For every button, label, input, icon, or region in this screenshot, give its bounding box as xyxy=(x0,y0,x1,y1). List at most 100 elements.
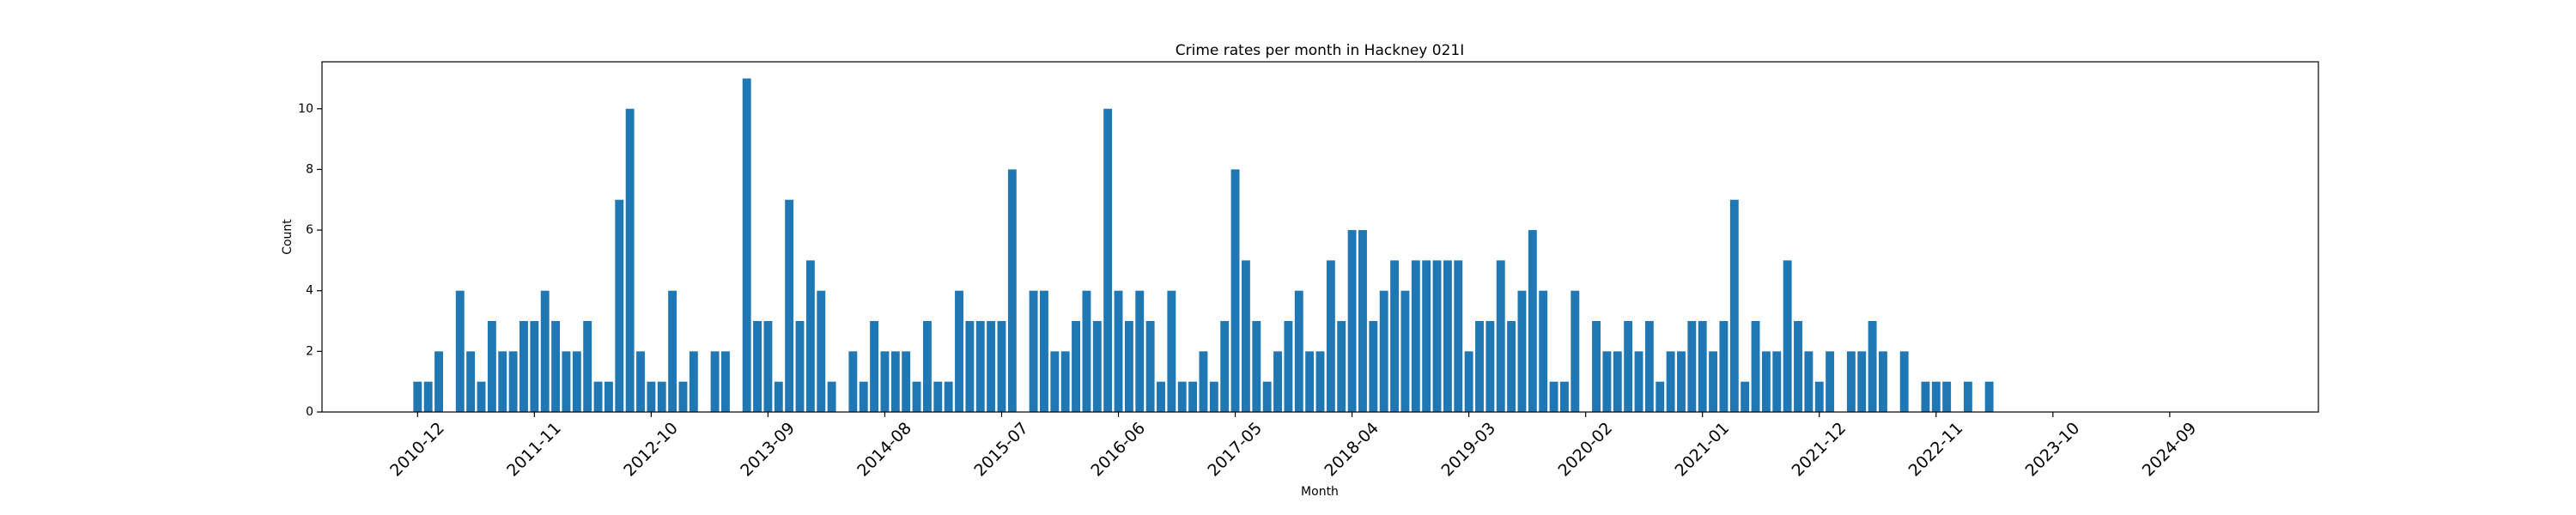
bar xyxy=(1507,321,1516,412)
bar xyxy=(1411,260,1420,412)
bar xyxy=(848,351,858,412)
bar xyxy=(1177,381,1187,412)
bar xyxy=(1549,381,1558,412)
bar xyxy=(1454,260,1463,412)
bar xyxy=(1496,260,1505,412)
bar xyxy=(1942,381,1952,412)
bar xyxy=(721,351,730,412)
bar xyxy=(1124,321,1133,412)
bar xyxy=(1613,351,1622,412)
bar xyxy=(498,351,507,412)
bar xyxy=(1369,321,1378,412)
bar xyxy=(1963,381,1972,412)
y-tick-label: 4 xyxy=(306,284,313,298)
bar xyxy=(1060,351,1070,412)
bar xyxy=(1528,230,1537,412)
x-tick-label: 2016-06 xyxy=(1087,419,1149,481)
bar xyxy=(1379,290,1388,412)
bar xyxy=(1220,321,1230,412)
bar xyxy=(955,290,963,412)
bar xyxy=(1804,351,1814,412)
bar xyxy=(1539,290,1548,412)
bar xyxy=(572,351,581,412)
bar xyxy=(795,321,805,412)
bar xyxy=(975,321,985,412)
bar xyxy=(1209,381,1218,412)
bar xyxy=(1230,169,1240,413)
bar xyxy=(912,381,921,412)
bar xyxy=(455,290,465,412)
bar xyxy=(689,351,698,412)
bar xyxy=(774,381,783,412)
bar xyxy=(1337,321,1346,412)
bar xyxy=(710,351,720,412)
bar xyxy=(423,381,433,412)
bar xyxy=(530,321,539,412)
bar xyxy=(1868,321,1877,412)
bar xyxy=(466,351,476,412)
x-tick-label: 2012-10 xyxy=(620,419,682,481)
y-axis-label: Count xyxy=(281,219,295,255)
x-tick-label: 2013-09 xyxy=(737,419,799,481)
x-tick-label: 2014-08 xyxy=(854,419,915,481)
bar xyxy=(1783,260,1792,412)
bar xyxy=(817,290,826,412)
bar xyxy=(540,290,550,412)
bar xyxy=(997,321,1006,412)
y-tick-label: 10 xyxy=(298,102,313,116)
bar xyxy=(1794,321,1802,412)
bar xyxy=(1656,381,1665,412)
x-tick-label: 2020-02 xyxy=(1554,419,1616,481)
bar xyxy=(1857,351,1867,412)
bar xyxy=(965,321,975,412)
bar xyxy=(933,381,943,412)
bar xyxy=(1741,381,1750,412)
bar xyxy=(1475,321,1484,412)
bar xyxy=(678,381,688,412)
bar xyxy=(434,351,443,412)
bar xyxy=(1761,351,1771,412)
bar xyxy=(1305,351,1315,412)
bar xyxy=(1241,260,1250,412)
bar xyxy=(657,381,666,412)
x-tick-label: 2021-01 xyxy=(1672,419,1734,481)
bar xyxy=(1634,351,1643,412)
bar xyxy=(1751,321,1760,412)
bar xyxy=(944,381,953,412)
bar xyxy=(880,351,890,412)
bar xyxy=(859,381,868,412)
x-tick-label: 2010-12 xyxy=(386,419,448,481)
bar xyxy=(551,321,561,412)
bar xyxy=(1358,230,1367,412)
bar xyxy=(1666,351,1675,412)
bar xyxy=(1719,321,1728,412)
x-tick-label: 2021-12 xyxy=(1789,419,1850,481)
x-tick-label: 2018-04 xyxy=(1321,419,1382,481)
bar xyxy=(805,260,815,412)
bar xyxy=(1400,290,1410,412)
bar xyxy=(1899,351,1909,412)
bar xyxy=(477,381,486,412)
bar xyxy=(1571,290,1580,412)
bar xyxy=(753,321,762,412)
bar xyxy=(1326,260,1335,412)
bar xyxy=(668,290,677,412)
bar xyxy=(1485,321,1495,412)
bar xyxy=(1188,381,1198,412)
bar xyxy=(1559,381,1569,412)
bar xyxy=(508,351,518,412)
bar xyxy=(987,321,996,412)
bar xyxy=(922,321,932,412)
bar xyxy=(763,321,773,412)
bar xyxy=(487,321,496,412)
x-tick-label: 2019-03 xyxy=(1437,419,1499,481)
y-tick-label: 6 xyxy=(306,223,313,237)
bar xyxy=(1826,351,1835,412)
bar xyxy=(615,199,624,412)
bar xyxy=(1082,290,1091,412)
bar xyxy=(1167,290,1176,412)
bar xyxy=(413,381,422,412)
x-tick-label: 2022-11 xyxy=(1905,419,1967,481)
